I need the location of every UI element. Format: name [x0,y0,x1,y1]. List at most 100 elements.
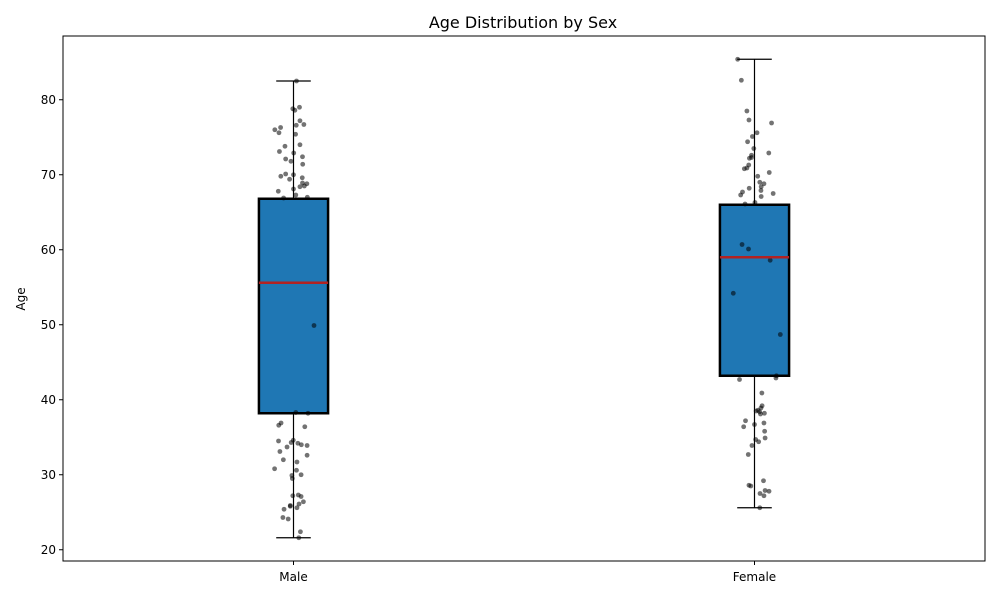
x-tick-label-male: Male [279,570,307,584]
data-point [293,122,299,128]
y-tick-label: 80 [41,93,56,107]
data-point [276,422,282,428]
data-point [272,466,277,472]
data-point [769,120,774,126]
data-point [773,375,779,381]
data-point [777,332,783,337]
data-point [749,443,755,448]
data-point [297,184,303,190]
data-point [296,535,302,541]
data-point [752,422,757,427]
data-point [305,410,311,416]
data-point [761,493,767,499]
data-point [280,515,286,520]
data-point [758,194,764,199]
data-point [745,139,750,145]
data-point [762,410,767,416]
data-point [298,442,304,448]
chart-title: Age Distribution by Sex [429,13,617,32]
data-point [293,192,299,198]
data-point [299,175,305,181]
data-point [291,150,297,156]
data-point [739,242,745,247]
data-point [294,505,300,511]
data-point [289,476,295,481]
data-point [277,149,282,154]
data-point [759,390,765,396]
data-point [278,173,284,179]
data-point [300,154,305,160]
data-point [762,488,768,493]
data-point [738,77,744,83]
data-point [301,499,306,505]
data-point [290,493,296,499]
data-point [737,377,742,382]
y-tick-label: 50 [41,318,56,332]
data-point [766,150,772,156]
data-point [735,56,741,62]
data-point [277,449,283,454]
data-point [297,104,302,110]
data-point [281,195,286,201]
data-point [288,440,294,445]
data-point [304,443,310,448]
data-point [758,184,764,190]
data-point [746,117,752,123]
data-point [301,183,307,189]
y-tick-label: 60 [41,243,56,257]
data-point [291,172,296,178]
data-point [304,194,310,200]
y-tick-label: 40 [41,393,56,407]
data-point [285,516,291,522]
data-point [293,410,299,415]
data-point [284,444,290,450]
plot-area: 20 30 40 50 60 70 80 Male Female [41,35,986,584]
y-tick-label: 70 [41,168,56,182]
data-point [757,179,763,185]
data-point [755,173,761,179]
data-point [301,122,307,127]
data-point [752,200,758,205]
data-point [296,501,302,507]
data-point [287,176,292,182]
data-point [754,130,760,136]
data-point [770,191,776,196]
data-point [283,171,289,177]
data-point [762,435,768,441]
data-point [287,503,293,509]
data-point [738,192,744,198]
data-point [761,478,766,484]
data-point [283,156,289,162]
y-tick-label: 30 [41,468,56,482]
data-point [288,158,294,164]
data-point [298,529,303,535]
data-point [293,131,298,137]
data-point [742,201,748,207]
x-tick-label-female: Female [733,570,776,584]
data-point [746,185,752,191]
data-point [767,257,773,263]
data-point [311,323,317,328]
data-point [298,494,304,499]
plot-frame [62,35,986,562]
data-point [302,424,308,430]
data-point [730,290,736,296]
data-point [297,118,303,124]
data-point [766,170,772,175]
data-point [758,188,764,193]
data-point [280,457,286,463]
data-point [278,125,283,130]
data-point [276,438,281,444]
data-point [294,78,299,84]
data-point [743,418,748,424]
data-point [282,143,288,149]
data-point [292,107,298,113]
data-point [744,108,750,114]
data-point [281,506,287,512]
data-point [741,424,747,430]
data-point [761,420,767,426]
data-point [276,130,282,136]
data-point [766,488,772,494]
